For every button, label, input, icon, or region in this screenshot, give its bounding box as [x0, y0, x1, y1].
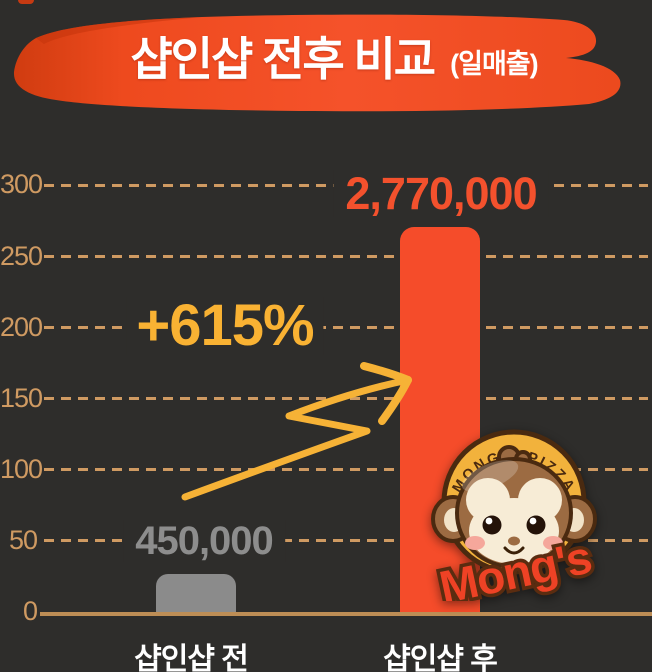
gridline-100 — [44, 468, 648, 471]
y-tick-0: 0 — [22, 596, 38, 626]
title-banner-brushstroke — [13, 14, 621, 112]
gridline-200 — [44, 326, 648, 329]
mongs-pizza-logo: MONG'S PIZZA Mong's — [431, 429, 599, 601]
y-tick-250: 250 — [0, 241, 43, 271]
y-tick-50: 50 — [8, 525, 38, 555]
monkey-face — [431, 445, 597, 569]
y-tick-100: 100 — [0, 454, 43, 484]
x-label-after: 샵인샵 후 — [383, 643, 498, 672]
x-axis-baseline — [40, 612, 652, 616]
value-label-before: 450,000 — [123, 520, 285, 562]
gridline-50 — [44, 539, 648, 542]
percent-increase-label: +615% — [126, 297, 324, 355]
y-tick-200: 200 — [0, 312, 43, 342]
page-title: 샵인샵 전후 비교 — [130, 33, 436, 85]
value-label-after: 2,770,000 — [333, 170, 549, 217]
banner-shape — [13, 14, 621, 112]
y-tick-300: 300 — [0, 169, 43, 199]
y-tick-150: 150 — [0, 383, 43, 413]
brush-speck — [18, 0, 34, 4]
gridline-250 — [44, 255, 648, 258]
x-label-before: 샵인샵 전 — [134, 643, 249, 672]
header: 샵인샵 전후 비교 (일매출) — [16, 30, 652, 88]
bar-before-shop-in-shop — [156, 574, 236, 612]
increase-arrow-icon — [181, 362, 412, 501]
page-title-suffix: (일매출) — [450, 48, 539, 79]
